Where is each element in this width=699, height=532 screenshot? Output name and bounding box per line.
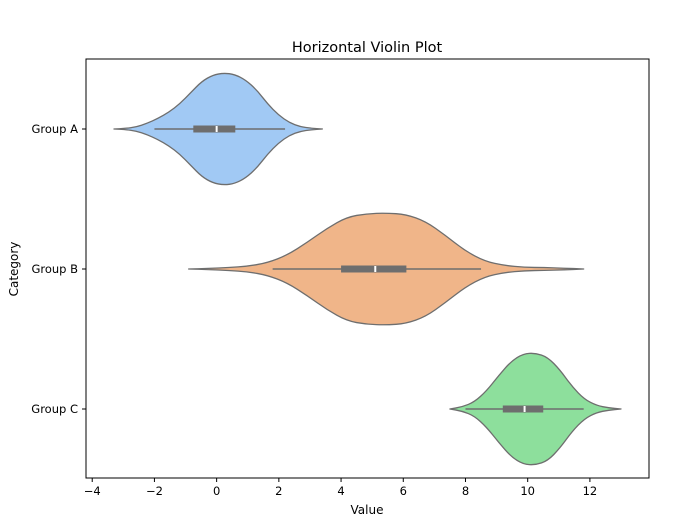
iqr-box-group-a <box>193 125 236 133</box>
x-tick-label: 8 <box>462 484 469 498</box>
y-axis-label: Category <box>7 242 21 297</box>
x-tick-label: 12 <box>583 484 598 498</box>
x-tick-label: −4 <box>84 484 101 498</box>
x-axis-label: Value <box>351 503 384 517</box>
y-tick-label-group-b: Group B <box>31 262 78 276</box>
x-tick-label: −2 <box>146 484 163 498</box>
plot-area <box>113 72 622 466</box>
median-marker-group-c <box>523 406 526 412</box>
x-tick-label: 6 <box>400 484 407 498</box>
chart-title: Horizontal Violin Plot <box>292 40 443 56</box>
median-marker-group-a <box>215 126 218 132</box>
iqr-box-group-b <box>341 265 407 273</box>
median-marker-group-b <box>374 266 377 272</box>
x-tick-label: 10 <box>520 484 535 498</box>
x-tick-label: 2 <box>275 484 282 498</box>
x-tick-label: 0 <box>213 484 220 498</box>
y-tick-label-group-c: Group C <box>31 402 78 416</box>
x-tick-label: 4 <box>337 484 344 498</box>
x-axis: −4 −2 0 2 4 6 8 10 12 <box>84 478 597 498</box>
y-tick-label-group-a: Group A <box>31 122 78 136</box>
iqr-box-group-c <box>502 405 544 413</box>
y-axis: Group A Group B Group C <box>31 122 86 416</box>
